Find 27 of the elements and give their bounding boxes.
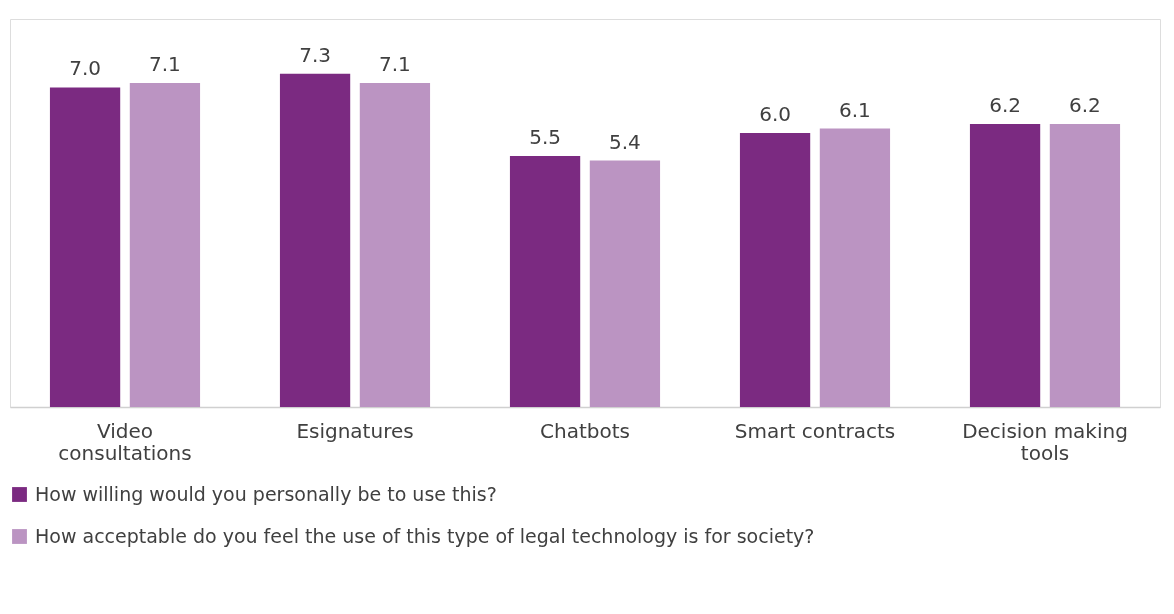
bar	[279, 73, 351, 407]
bar	[819, 128, 891, 407]
data-label: 5.4	[609, 129, 641, 154]
x-tick-label: Video consultations	[58, 418, 192, 465]
bar	[1049, 123, 1121, 407]
bar	[739, 133, 811, 407]
bar	[509, 155, 581, 407]
data-label: 6.2	[989, 92, 1021, 117]
bar	[49, 87, 121, 407]
legend-label: How willing would you personally be to use this?	[35, 482, 497, 505]
data-label: 7.3	[299, 42, 331, 67]
data-label: 5.5	[529, 124, 561, 149]
data-label: 7.0	[69, 56, 101, 81]
x-tick-label: Esignatures	[296, 418, 414, 443]
bar	[359, 82, 431, 407]
data-label: 6.2	[1069, 92, 1101, 117]
bar	[129, 82, 201, 407]
data-label: 7.1	[379, 51, 411, 76]
data-label: 7.1	[149, 51, 181, 76]
bar	[969, 123, 1041, 407]
legend-label: How acceptable do you feel the use of this type of legal technology is for society?	[35, 524, 815, 547]
x-tick-label: Decision making tools	[962, 418, 1128, 465]
x-tick-label: Chatbots	[540, 418, 630, 443]
bar	[589, 160, 661, 407]
data-label: 6.1	[839, 97, 871, 122]
data-label: 6.0	[759, 102, 791, 127]
x-tick-label: Smart contracts	[734, 418, 896, 443]
